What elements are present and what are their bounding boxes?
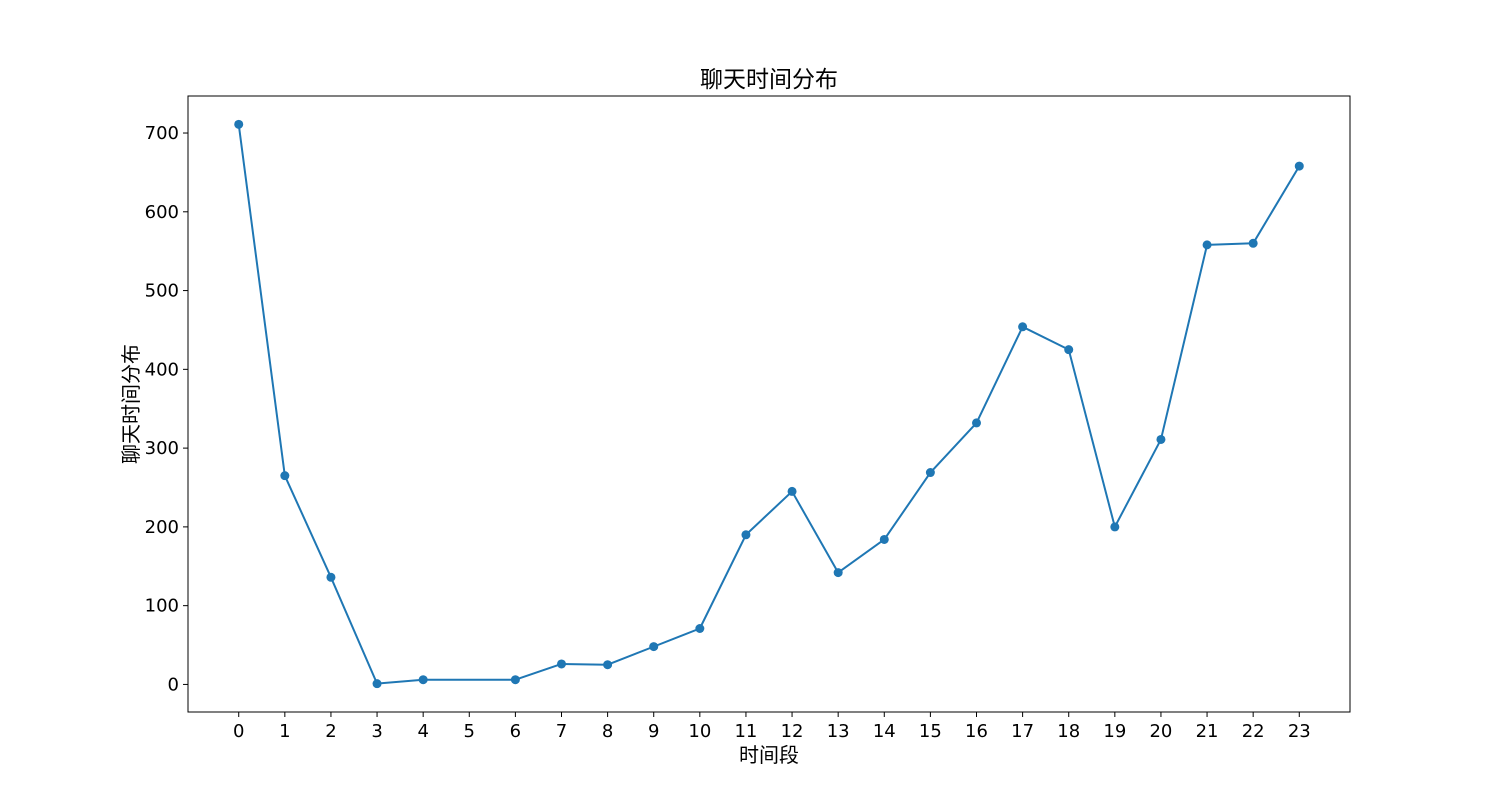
x-tick-label: 4 [417, 721, 428, 742]
x-tick-label: 19 [1103, 721, 1126, 742]
series-group [234, 119, 1304, 689]
data-point [649, 642, 659, 652]
x-tick-label: 23 [1288, 721, 1311, 742]
y-tick-label: 500 [145, 281, 179, 302]
x-tick-label: 12 [781, 721, 804, 742]
x-tick-label: 18 [1057, 721, 1080, 742]
data-point [418, 675, 428, 685]
y-axis-label: 聊天时间分布 [119, 344, 143, 464]
x-tick-label: 0 [233, 721, 244, 742]
y-tick-label: 400 [145, 359, 179, 380]
x-tick-label: 20 [1149, 721, 1172, 742]
data-point [1018, 322, 1028, 332]
data-point [1248, 238, 1258, 248]
x-tick-label: 3 [371, 721, 382, 742]
y-tick-label: 0 [168, 674, 179, 695]
data-point [234, 119, 244, 129]
y-tick-label: 100 [145, 596, 179, 617]
data-point [557, 659, 566, 669]
y-tick-label: 200 [145, 517, 179, 538]
y-tick-label: 600 [145, 202, 179, 223]
data-point [1110, 522, 1120, 532]
x-tick-label: 22 [1242, 721, 1265, 742]
data-point [741, 530, 751, 540]
x-tick-label: 13 [827, 721, 850, 742]
data-point [787, 486, 797, 496]
chart-title: 聊天时间分布 [700, 67, 838, 93]
data-point [925, 468, 935, 478]
data-point [1202, 240, 1212, 250]
x-tick-label: 6 [510, 721, 521, 742]
data-point [326, 572, 336, 582]
x-tick-label: 2 [325, 721, 336, 742]
x-tick-label: 9 [648, 721, 659, 742]
x-tick-label: 14 [873, 721, 896, 742]
data-point [372, 679, 382, 689]
x-tick-label: 1 [279, 721, 290, 742]
x-tick-label: 8 [602, 721, 613, 742]
data-point [695, 624, 705, 634]
data-point [1294, 161, 1304, 171]
data-point [972, 418, 981, 428]
data-point [1064, 345, 1074, 355]
y-axis-ticks: 0 100 200 300 400 500 600 700 [145, 123, 188, 695]
x-tick-label: 5 [464, 721, 475, 742]
x-tick-label: 17 [1011, 721, 1034, 742]
plot-area-frame [187, 95, 1351, 713]
data-point [510, 675, 520, 685]
x-tick-label: 15 [919, 721, 942, 742]
x-tick-label: 21 [1196, 721, 1219, 742]
data-point [1156, 434, 1166, 444]
y-tick-label: 700 [145, 123, 179, 144]
x-tick-label: 7 [556, 721, 567, 742]
x-axis-label: 时间段 [739, 743, 799, 767]
data-point [879, 534, 889, 544]
y-tick-label: 300 [145, 438, 179, 459]
data-point [603, 660, 613, 670]
data-point [280, 471, 290, 481]
x-tick-label: 11 [734, 721, 757, 742]
x-tick-label: 16 [965, 721, 988, 742]
data-point [833, 568, 843, 578]
x-axis-ticks: 0 1 2 3 4 5 6 7 8 9 10 11 12 13 14 15 16 17 18 19 20 21 22 23 [233, 712, 1311, 742]
x-tick-label: 10 [688, 721, 711, 742]
